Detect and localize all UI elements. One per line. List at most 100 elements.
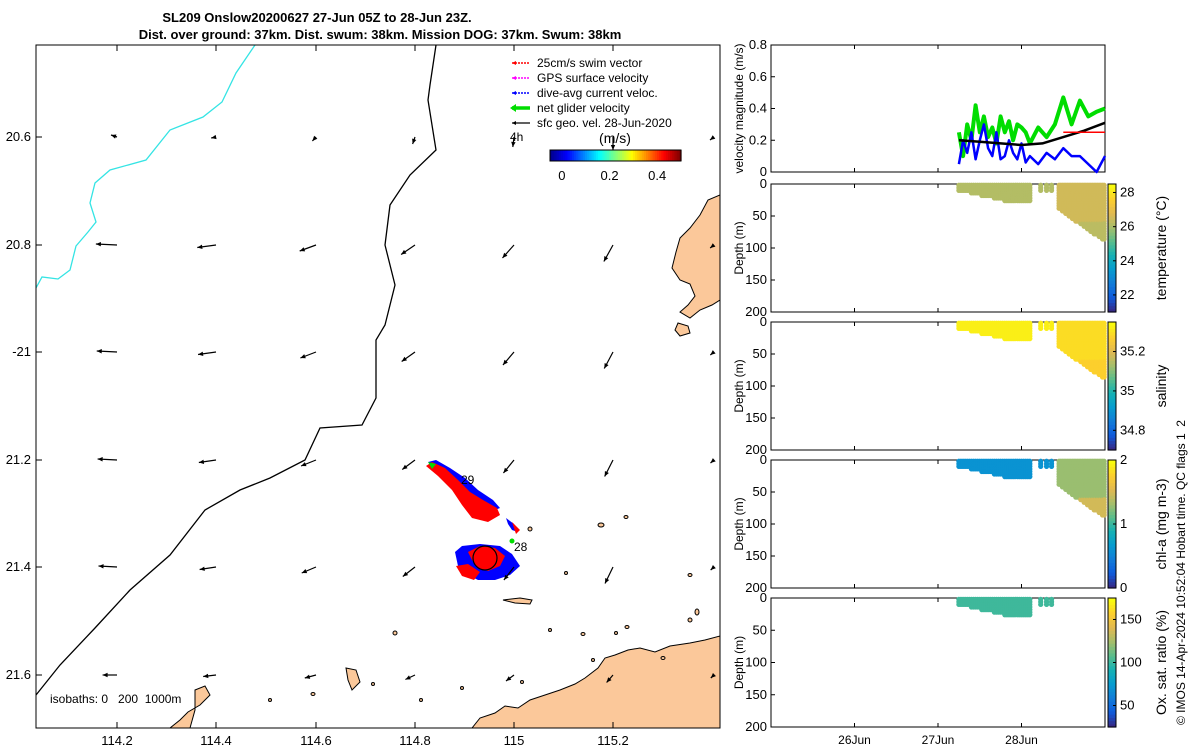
colorbar-swatch xyxy=(1108,633,1116,638)
track-connector-red xyxy=(512,522,520,534)
colorbar-swatch xyxy=(676,150,680,161)
colorbar-swatch xyxy=(1108,408,1116,413)
colorbar-swatch xyxy=(1108,607,1116,612)
colorbar-swatch xyxy=(648,150,652,161)
colorbar-swatch xyxy=(1108,325,1116,329)
net-glider-velocity-dot xyxy=(509,538,515,544)
colorbar-swatch xyxy=(654,150,658,161)
colorbar-swatch xyxy=(574,150,577,161)
colorbar-swatch xyxy=(595,150,599,161)
y-tick-label: 0 xyxy=(760,164,767,179)
colorbar-swatch xyxy=(1108,556,1116,560)
track-day-label-28: 28 xyxy=(514,540,528,554)
geo-velocity-arrow xyxy=(197,351,217,356)
colorbar-swatch xyxy=(1108,357,1116,361)
colorbar-swatch xyxy=(1108,463,1116,467)
profile-dots-shallow xyxy=(956,182,1055,204)
panel-frame xyxy=(770,183,1106,313)
colorbar-swatch xyxy=(656,150,660,161)
legend-item-dive-avg: dive-avg current veloc. xyxy=(512,86,658,100)
geo-velocity-arrow xyxy=(511,136,516,148)
colorbar-tick-label: 100 xyxy=(1120,655,1142,670)
colorbar-swatch xyxy=(1108,267,1116,271)
isobaths-note: isobaths: 0 200 1000m xyxy=(50,692,181,706)
colorbar-swatch xyxy=(1108,386,1116,390)
colorbar-swatch xyxy=(1108,704,1116,709)
colorbar-swatch xyxy=(576,150,579,161)
colorbar-swatch xyxy=(584,150,588,161)
colorbar-swatch xyxy=(589,150,593,161)
colorbar-swatch xyxy=(569,150,573,161)
colorbar-swatch xyxy=(1108,203,1116,207)
panel-frame xyxy=(770,597,1106,728)
colorbar-swatch xyxy=(563,150,566,161)
map-frame xyxy=(35,44,721,729)
profile-dots-shallow xyxy=(956,320,1055,342)
velocity-series-line xyxy=(957,123,1107,174)
colorbar-swatch xyxy=(1108,402,1116,406)
y-axis-label: Depth (m) xyxy=(732,497,746,550)
colorbar-swatch xyxy=(663,150,667,161)
colorbar-tick-label: 34.8 xyxy=(1120,422,1145,437)
geo-velocity-arrow xyxy=(502,244,515,259)
geo-velocity-arrow xyxy=(203,673,217,679)
colorbar-swatch xyxy=(1108,276,1116,281)
profile-dot xyxy=(1038,601,1044,608)
colorbar-swatch xyxy=(1108,649,1116,654)
colorbar-swatch xyxy=(591,150,595,161)
colorbar-swatch xyxy=(615,150,619,161)
colorbar-swatch xyxy=(1108,617,1116,622)
variable-colorbar: 34.8 35 35.2 salinity xyxy=(1107,321,1169,451)
geo-velocity-arrow xyxy=(197,244,217,250)
colorbar-swatch xyxy=(1108,540,1116,544)
colorbar-swatch xyxy=(674,150,678,161)
colorbar-swatch xyxy=(1108,517,1116,522)
colorbar-swatch xyxy=(1108,430,1116,435)
velocity-series-line xyxy=(956,95,1106,159)
colorbar-swatch xyxy=(1108,495,1116,499)
profile-dot xyxy=(1048,601,1055,608)
colorbar-swatch xyxy=(1108,568,1116,573)
map-x-tick: 114.6 xyxy=(300,733,332,748)
colorbar-swatch xyxy=(1108,421,1116,425)
colorbar-swatch xyxy=(1108,411,1116,416)
variable-colorbar: 50 100 150 Ox. sat. ratio (%) xyxy=(1107,597,1169,728)
colorbar-swatch xyxy=(1108,581,1116,586)
colorbar-swatch xyxy=(1108,434,1116,438)
colorbar-swatch xyxy=(1108,193,1116,198)
map-y-tick: -21 xyxy=(12,344,31,359)
legend-label: GPS surface velocity xyxy=(537,71,648,85)
colorbar-swatch xyxy=(1108,344,1116,349)
colorbar-variable-label: salinity xyxy=(1153,365,1169,408)
colorbar-swatch xyxy=(652,150,656,161)
glider-track xyxy=(426,460,520,580)
small-islands xyxy=(268,515,700,702)
colorbar-swatch xyxy=(1108,533,1116,538)
y-tick-label: 200 xyxy=(745,304,767,319)
colorbar-swatch xyxy=(1108,646,1116,651)
y-tick-label: 100 xyxy=(745,655,767,670)
colorbar-swatch xyxy=(587,150,590,161)
colorbar-swatch xyxy=(1108,562,1116,567)
y-tick-label: 50 xyxy=(753,484,767,499)
colorbar-swatch xyxy=(1108,717,1116,722)
profile-dot xyxy=(1027,474,1033,480)
colorbar-swatch xyxy=(554,150,558,161)
geo-velocity-arrow xyxy=(311,135,318,142)
colorbar-swatch xyxy=(1108,424,1116,429)
colorbar-swatch xyxy=(582,150,586,161)
geo-velocity-arrow xyxy=(603,244,614,262)
colorbar-swatch xyxy=(1108,584,1116,589)
profile-dot xyxy=(1027,336,1033,342)
colorbar-swatch xyxy=(1108,681,1116,686)
colorbar-swatch xyxy=(1108,216,1116,220)
colorbar-swatch xyxy=(646,150,649,161)
colorbar-swatch xyxy=(1108,225,1116,230)
colorbar-swatch xyxy=(1108,536,1116,541)
colorbar-swatch xyxy=(1108,598,1116,602)
colorbar-swatch xyxy=(1108,209,1116,214)
colorbar-swatch xyxy=(1108,241,1116,246)
colorbar-swatch xyxy=(1108,363,1116,368)
legend-label: net glider velocity xyxy=(537,101,630,115)
y-axis-label: Depth (m) xyxy=(732,636,746,689)
